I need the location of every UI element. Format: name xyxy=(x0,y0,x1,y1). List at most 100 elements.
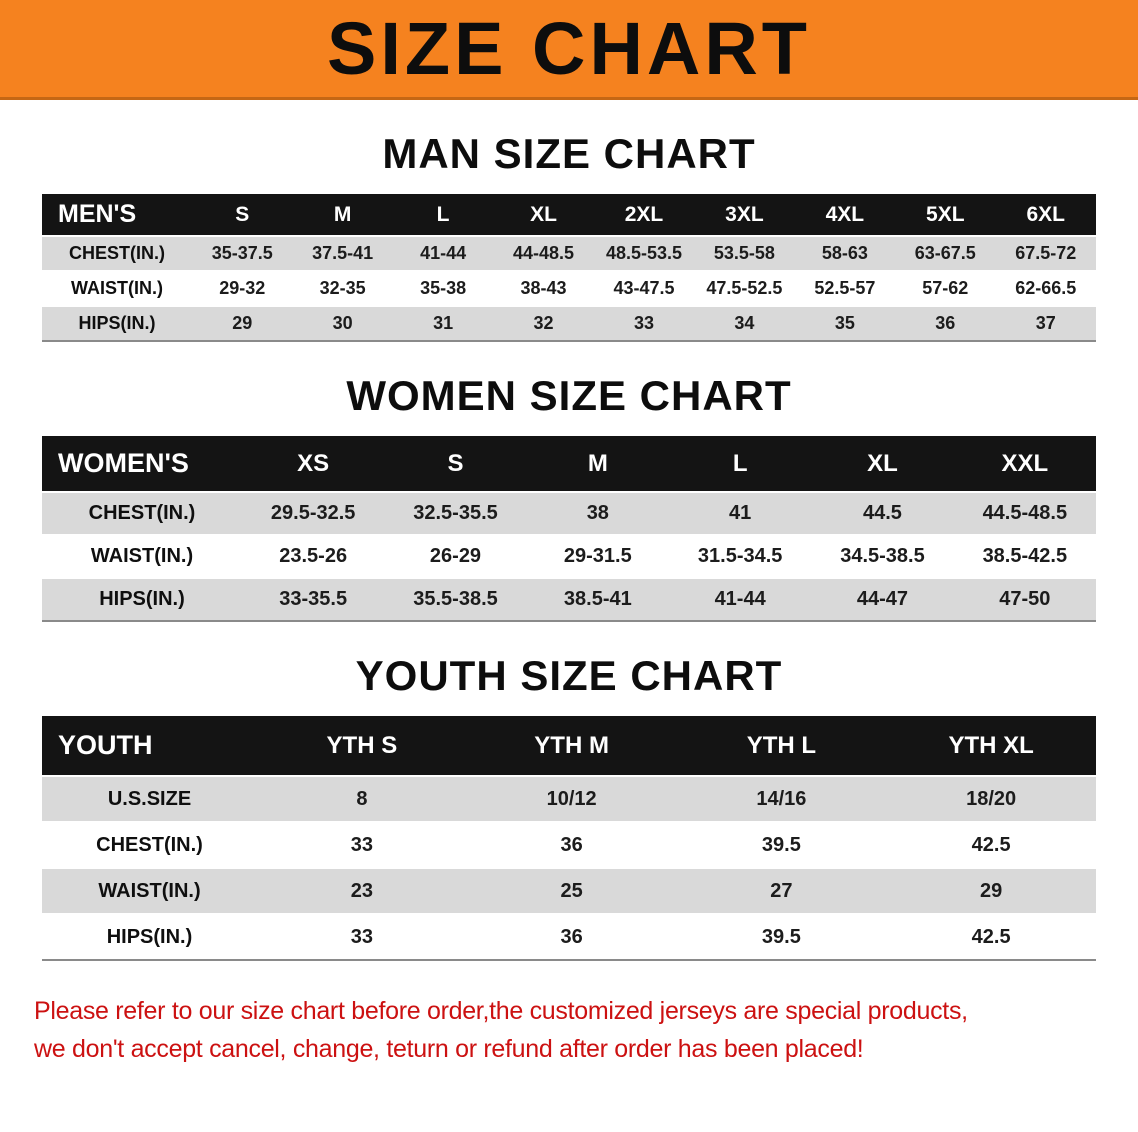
measurement-row: WAIST(IN.) 23 25 27 29 xyxy=(42,867,1096,914)
size-value: 48.5-53.5 xyxy=(593,235,695,271)
size-value: 39.5 xyxy=(676,913,887,960)
size-value: 31.5-34.5 xyxy=(668,534,812,578)
row-label: CHEST(IN.) xyxy=(42,821,257,868)
size-column-header: 2XL xyxy=(593,194,695,236)
row-label: HIPS(IN.) xyxy=(42,305,192,341)
size-value: 27 xyxy=(676,867,887,914)
size-column-header: M xyxy=(526,436,669,492)
size-value: 32-35 xyxy=(292,270,393,306)
header-row: WOMEN'S XS S M L XL XXL xyxy=(42,436,1096,492)
size-value: 33 xyxy=(257,821,467,868)
size-value: 57-62 xyxy=(895,270,996,306)
size-column-header: YTH S xyxy=(257,716,467,776)
notice-line-2: we don't accept cancel, change, teturn o… xyxy=(34,1034,864,1063)
row-label: WAIST(IN.) xyxy=(42,867,257,914)
size-column-header: 5XL xyxy=(895,194,996,236)
size-value: 33-35.5 xyxy=(242,577,385,621)
size-value: 18/20 xyxy=(886,775,1096,822)
women-section-heading: WOMEN SIZE CHART xyxy=(346,372,792,419)
size-value: 36 xyxy=(466,821,677,868)
measurement-row: HIPS(IN.) 33-35.5 35.5-38.5 38.5-41 41-44 44-… xyxy=(42,577,1096,621)
row-label: HIPS(IN.) xyxy=(42,913,257,960)
row-label: HIPS(IN.) xyxy=(42,577,242,621)
size-table: WOMEN'S XS S M L XL XXL CHEST(IN.) 29.5-32.5 32.5… xyxy=(42,436,1096,622)
table-title-cell: WOMEN'S xyxy=(42,436,242,492)
page-title: SIZE CHART xyxy=(327,7,811,90)
women-size-table-container: WOMEN'S XS S M L XL XXL CHEST(IN.) 29.5-32.5 32.5… xyxy=(42,436,1096,622)
size-value: 52.5-57 xyxy=(794,270,896,306)
men-size-section: MAN SIZE CHART MEN'S S M L XL 2XL 3XL 4XL 5XL 6XL… xyxy=(0,130,1138,342)
size-table: YOUTH YTH S YTH M YTH L YTH XL U.S.SIZE 8 10/12… xyxy=(42,716,1096,961)
size-value: 10/12 xyxy=(466,775,677,822)
size-value: 62-66.5 xyxy=(995,270,1096,306)
size-value: 29 xyxy=(192,305,293,341)
table-title-cell: MEN'S xyxy=(42,194,192,236)
size-value: 44-48.5 xyxy=(493,235,594,271)
size-value: 36 xyxy=(466,913,677,960)
size-value: 29 xyxy=(886,867,1096,914)
row-label: WAIST(IN.) xyxy=(42,270,192,306)
size-value: 35-38 xyxy=(392,270,494,306)
table-title-cell: YOUTH xyxy=(42,716,257,776)
size-value: 43-47.5 xyxy=(593,270,695,306)
size-value: 41 xyxy=(668,491,812,535)
footer-notice: Please refer to our size chart before or… xyxy=(34,993,1104,1068)
size-value: 33 xyxy=(593,305,695,341)
size-value: 23.5-26 xyxy=(242,534,385,578)
size-column-header: XS xyxy=(242,436,385,492)
youth-size-section: YOUTH SIZE CHART YOUTH YTH S YTH M YTH L YTH… xyxy=(0,652,1138,961)
measurement-row: WAIST(IN.) 23.5-26 26-29 29-31.5 31.5-34.5 34… xyxy=(42,534,1096,578)
size-column-header: YTH XL xyxy=(886,716,1096,776)
size-value: 37 xyxy=(995,305,1096,341)
size-value: 29-31.5 xyxy=(526,534,669,578)
size-value: 41-44 xyxy=(668,577,812,621)
size-value: 34.5-38.5 xyxy=(811,534,954,578)
size-value: 33 xyxy=(257,913,467,960)
size-value: 47-50 xyxy=(953,577,1096,621)
measurement-row: HIPS(IN.) 29 30 31 32 33 34 35 36 37 xyxy=(42,305,1096,341)
men-size-table-container: MEN'S S M L XL 2XL 3XL 4XL 5XL 6XL CHEST(IN.) 35-37… xyxy=(42,194,1096,342)
size-value: 44.5-48.5 xyxy=(953,491,1096,535)
size-value: 58-63 xyxy=(794,235,896,271)
size-value: 39.5 xyxy=(676,821,887,868)
measurement-row: WAIST(IN.) 29-32 32-35 35-38 38-43 43-47.5 47.… xyxy=(42,270,1096,306)
row-label: U.S.SIZE xyxy=(42,775,257,822)
size-value: 47.5-52.5 xyxy=(694,270,795,306)
measurement-row: CHEST(IN.) 29.5-32.5 32.5-35.5 38 41 44.5 44.5… xyxy=(42,491,1096,535)
size-column-header: YTH M xyxy=(466,716,677,776)
size-value: 32 xyxy=(493,305,594,341)
size-column-header: 6XL xyxy=(995,194,1096,236)
size-value: 35-37.5 xyxy=(192,235,293,271)
measurement-row: HIPS(IN.) 33 36 39.5 42.5 xyxy=(42,913,1096,960)
notice-line-1: Please refer to our size chart before or… xyxy=(34,997,968,1025)
size-column-header: XL xyxy=(493,194,594,236)
women-size-section: WOMEN SIZE CHART WOMEN'S XS S M L XL XXL CHEST(… xyxy=(0,372,1138,622)
size-column-header: L xyxy=(392,194,494,236)
size-value: 42.5 xyxy=(886,821,1096,868)
size-value: 38 xyxy=(526,491,669,535)
size-value: 34 xyxy=(694,305,795,341)
row-label: CHEST(IN.) xyxy=(42,491,242,535)
size-value: 14/16 xyxy=(676,775,887,822)
size-chart-page: SIZE CHART MAN SIZE CHART MEN'S S M L XL 2XL 3… xyxy=(0,0,1138,1068)
size-value: 41-44 xyxy=(392,235,494,271)
size-value: 38.5-41 xyxy=(526,577,669,621)
measurement-row: U.S.SIZE 8 10/12 14/16 18/20 xyxy=(42,775,1096,822)
header-row: MEN'S S M L XL 2XL 3XL 4XL 5XL 6XL xyxy=(42,194,1096,236)
size-value: 8 xyxy=(257,775,467,822)
size-value: 38-43 xyxy=(493,270,594,306)
size-column-header: XL xyxy=(811,436,954,492)
size-value: 38.5-42.5 xyxy=(953,534,1096,578)
youth-section-heading: YOUTH SIZE CHART xyxy=(355,652,783,699)
row-label: WAIST(IN.) xyxy=(42,534,242,578)
size-value: 42.5 xyxy=(886,913,1096,960)
size-value: 29.5-32.5 xyxy=(242,491,385,535)
size-value: 44-47 xyxy=(811,577,954,621)
men-section-heading: MAN SIZE CHART xyxy=(382,130,756,177)
size-column-header: 4XL xyxy=(794,194,896,236)
size-value: 37.5-41 xyxy=(292,235,393,271)
size-value: 30 xyxy=(292,305,393,341)
measurement-row: CHEST(IN.) 35-37.5 37.5-41 41-44 44-48.5 48.5… xyxy=(42,235,1096,271)
size-value: 67.5-72 xyxy=(995,235,1096,271)
size-value: 23 xyxy=(257,867,467,914)
